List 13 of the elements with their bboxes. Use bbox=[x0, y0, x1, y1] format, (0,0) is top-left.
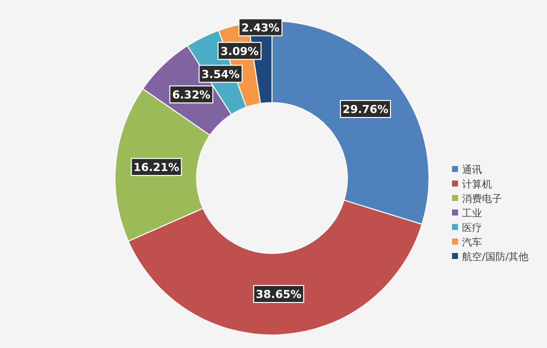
legend-label: 通讯 bbox=[462, 164, 482, 176]
legend-label: 汽车 bbox=[462, 236, 482, 248]
legend-label: 计算机 bbox=[462, 178, 492, 190]
data-label: 16.21% bbox=[133, 160, 180, 174]
data-label: 2.43% bbox=[241, 21, 280, 34]
data-label: 3.54% bbox=[202, 68, 240, 81]
legend-label: 医疗 bbox=[462, 222, 482, 234]
legend-label: 消费电子 bbox=[462, 193, 502, 205]
legend-label: 工业 bbox=[462, 208, 482, 220]
data-label: 3.09% bbox=[220, 44, 259, 58]
data-label: 29.76% bbox=[342, 103, 388, 116]
legend-label: 航空/国防/其他 bbox=[462, 251, 529, 263]
data-label: 6.32% bbox=[172, 88, 210, 102]
